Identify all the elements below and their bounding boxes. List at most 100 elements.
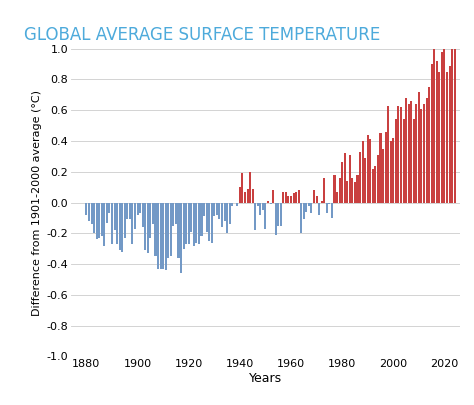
Bar [369, 139, 371, 202]
Bar [155, 202, 156, 256]
Bar [106, 202, 108, 222]
Bar [390, 141, 392, 202]
Bar [137, 202, 138, 215]
Bar [380, 133, 382, 202]
Bar [114, 202, 116, 230]
Bar [377, 155, 379, 202]
Bar [201, 202, 202, 237]
Bar [415, 104, 417, 202]
Bar [167, 202, 169, 258]
Bar [85, 202, 88, 215]
Bar [436, 61, 438, 202]
Text: GLOBAL AVERAGE SURFACE TEMPERATURE: GLOBAL AVERAGE SURFACE TEMPERATURE [25, 26, 381, 44]
Bar [124, 202, 126, 238]
Bar [423, 104, 425, 202]
Bar [290, 196, 292, 202]
Bar [295, 192, 297, 202]
Bar [287, 196, 290, 202]
Bar [300, 202, 302, 233]
Bar [321, 201, 323, 202]
Bar [400, 107, 402, 202]
Bar [198, 202, 200, 244]
Bar [308, 202, 310, 206]
Bar [392, 138, 394, 202]
Bar [384, 132, 387, 202]
Bar [382, 149, 384, 202]
Bar [175, 202, 177, 224]
Bar [305, 202, 307, 212]
Bar [190, 202, 192, 232]
Bar [277, 202, 279, 226]
Bar [131, 202, 134, 244]
Bar [241, 173, 244, 202]
Bar [331, 202, 333, 218]
Bar [372, 168, 374, 202]
Bar [147, 202, 149, 253]
Bar [162, 202, 164, 269]
Bar [310, 202, 312, 213]
Bar [252, 189, 254, 202]
Bar [338, 178, 341, 202]
Bar [206, 202, 208, 232]
Bar [121, 202, 123, 252]
Bar [228, 202, 231, 224]
Bar [359, 152, 361, 202]
Bar [344, 153, 346, 202]
Bar [244, 192, 246, 202]
Bar [270, 202, 272, 204]
Bar [109, 202, 110, 213]
Bar [164, 202, 167, 270]
Bar [144, 202, 146, 250]
Bar [408, 104, 410, 202]
Bar [374, 166, 376, 202]
Bar [303, 202, 305, 220]
Bar [418, 92, 420, 202]
Bar [272, 190, 274, 202]
Bar [254, 202, 256, 230]
Bar [349, 155, 351, 202]
Bar [219, 202, 220, 220]
Bar [413, 119, 415, 202]
Y-axis label: Difference from 1901-2000 average (°C): Difference from 1901-2000 average (°C) [32, 90, 42, 315]
Bar [257, 202, 259, 206]
Bar [96, 202, 98, 239]
Bar [127, 202, 128, 220]
Bar [239, 187, 241, 202]
Bar [454, 4, 456, 202]
Bar [213, 202, 215, 216]
Bar [259, 202, 261, 215]
Bar [405, 98, 407, 202]
Bar [203, 202, 205, 216]
Bar [118, 202, 121, 250]
Bar [173, 202, 174, 226]
Bar [354, 183, 356, 202]
Bar [101, 202, 103, 237]
Bar [103, 202, 105, 245]
Bar [446, 72, 448, 202]
Bar [387, 106, 389, 202]
Bar [157, 202, 159, 269]
Bar [274, 202, 277, 235]
Bar [226, 202, 228, 233]
Bar [346, 181, 348, 202]
Bar [216, 202, 218, 215]
Bar [211, 202, 213, 243]
Bar [448, 66, 451, 202]
Bar [142, 202, 144, 227]
Bar [397, 106, 400, 202]
Bar [420, 109, 422, 202]
Bar [134, 202, 136, 229]
Bar [177, 202, 180, 258]
Bar [298, 190, 300, 202]
Bar [323, 178, 325, 202]
Bar [246, 189, 248, 202]
Bar [152, 202, 154, 224]
Bar [341, 162, 343, 202]
Bar [402, 119, 404, 202]
Bar [410, 101, 412, 202]
Bar [195, 202, 197, 243]
Bar [188, 202, 190, 244]
Bar [280, 202, 282, 226]
Bar [249, 172, 251, 202]
Bar [267, 201, 269, 202]
